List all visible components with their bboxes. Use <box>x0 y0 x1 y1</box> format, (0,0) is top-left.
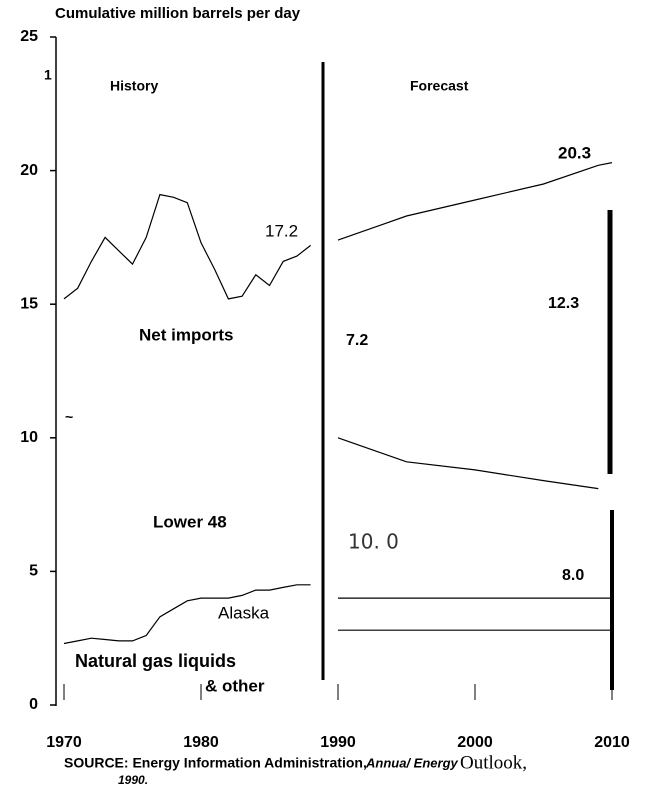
chart-title: Cumulative million barrels per day <box>55 5 301 22</box>
annotation: Net imports <box>139 325 233 344</box>
y-tick-label: 5 <box>29 563 38 580</box>
annotation: Alaska <box>218 603 270 622</box>
y-tick-label: 25 <box>20 28 38 45</box>
x-tick-label: 1990 <box>320 734 356 751</box>
annotation: Natural gas liquids <box>75 651 236 671</box>
annotation: ~ <box>65 409 73 425</box>
x-tick-label: 1970 <box>46 734 82 751</box>
annotation: Forecast <box>410 78 469 94</box>
source: SOURCE: Energy Information Administratio… <box>64 752 527 787</box>
source-text: SOURCE: Energy Information Administratio… <box>64 755 367 771</box>
y-tick-label: 20 <box>20 162 38 179</box>
annotation: Lower 48 <box>153 512 227 531</box>
x-tick-label: 1980 <box>183 734 219 751</box>
annotation: & other <box>205 676 265 695</box>
x-tick-label: 2000 <box>457 734 493 751</box>
data-line <box>63 162 613 300</box>
data-line <box>63 584 612 645</box>
annotation: 10. 0 <box>348 530 399 554</box>
annotation: History <box>110 78 158 94</box>
source-text: Annua/ Energy <box>365 755 459 770</box>
y-tick-label: 15 <box>20 295 38 312</box>
x-tick-label: 2010 <box>594 734 630 751</box>
annotation: 8.0 <box>562 567 584 584</box>
data-line <box>337 437 599 490</box>
annotations: History Forecast 20.3 17.2 12.3 7.2 Net … <box>44 67 591 696</box>
annotation: 1 <box>44 67 52 83</box>
y-tick-label: 0 <box>29 696 38 713</box>
y-tick-label: 10 <box>20 429 38 446</box>
source-text: 1990. <box>118 773 148 787</box>
annotation: 7.2 <box>346 332 368 349</box>
annotation: 17.2 <box>265 221 298 240</box>
annotation: 20.3 <box>558 143 591 162</box>
annotation: 12.3 <box>548 295 579 312</box>
source-text: Outlook, <box>460 752 527 773</box>
